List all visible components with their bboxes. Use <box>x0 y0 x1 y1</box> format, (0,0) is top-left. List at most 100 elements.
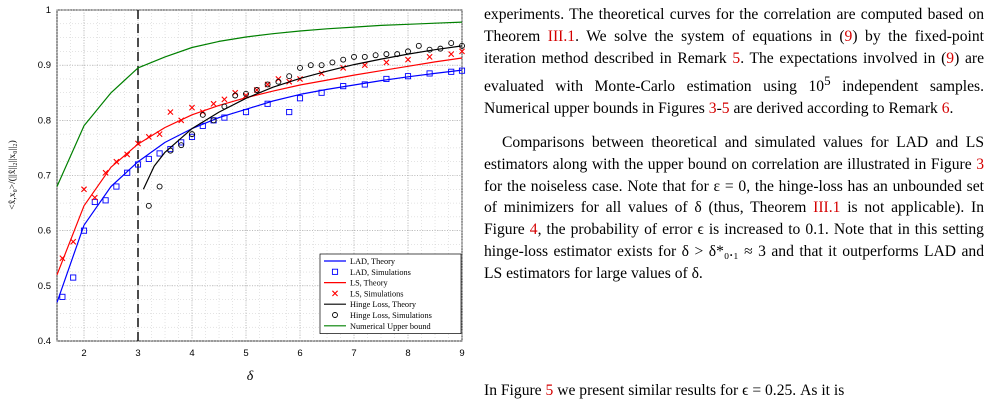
data-point <box>426 70 433 77</box>
data-point <box>145 133 152 140</box>
data-point <box>189 104 195 111</box>
data-point <box>372 52 379 59</box>
data-point <box>448 51 455 58</box>
x-tick-label: 3 <box>135 348 140 359</box>
data-point <box>351 53 357 60</box>
data-point <box>70 238 77 245</box>
legend: LAD, Theory LAD, Simulations LS, TheoryLS,… <box>319 253 462 334</box>
data-point <box>178 117 185 124</box>
series-line <box>56 21 463 187</box>
data-point <box>437 45 444 52</box>
ref-equation[interactable]: 9 <box>946 49 955 67</box>
y-tick-label: 0.5 <box>38 281 51 292</box>
data-point <box>178 139 185 146</box>
y-tick-label: 0.6 <box>38 226 51 237</box>
data-point <box>459 42 465 49</box>
x-tick-label: 7 <box>351 348 356 359</box>
data-point <box>383 75 390 83</box>
y-tick-label: 0.9 <box>38 60 51 71</box>
legend-swatch <box>332 312 338 318</box>
legend-swatch <box>331 268 339 275</box>
data-point <box>59 255 66 262</box>
y-axis-label-text: <x̂,x₀>/(||x̂||₂||x₀||₂) <box>7 140 18 210</box>
series-group <box>56 21 466 303</box>
paragraph-2: Comparisons between theoretical and simu… <box>484 133 984 283</box>
ref-figure[interactable]: 5 <box>721 99 730 117</box>
legend-box <box>319 253 462 334</box>
legend-swatch <box>332 290 338 297</box>
data-point <box>156 183 163 190</box>
data-point <box>405 56 411 63</box>
data-point <box>426 46 433 53</box>
ref-figure[interactable]: 4 <box>529 221 538 239</box>
legend-label: LS, Theory <box>350 279 388 288</box>
x-axis-label: δ <box>247 369 254 384</box>
data-point <box>221 96 228 103</box>
data-point <box>448 40 455 47</box>
data-point <box>124 169 131 176</box>
legend-label: Hinge Loss, Theory <box>350 300 417 309</box>
ref-figure[interactable]: 5 <box>545 382 554 399</box>
data-point <box>59 293 66 300</box>
legend-label: Numerical Upper bound <box>350 322 431 331</box>
data-point <box>178 142 185 149</box>
x-tick-label: 4 <box>189 348 194 359</box>
data-point <box>102 197 109 204</box>
data-point <box>221 114 228 121</box>
legend-label: LAD, Simulations <box>350 268 411 277</box>
data-point <box>156 150 163 157</box>
data-point <box>383 59 390 66</box>
data-point <box>210 117 217 124</box>
grid <box>56 9 463 342</box>
data-point <box>264 100 271 107</box>
data-point <box>135 140 141 147</box>
legend-label: LS, Simulations <box>350 289 403 298</box>
x-tick-label: 9 <box>459 348 464 359</box>
data-point <box>286 73 293 80</box>
data-point <box>394 51 401 58</box>
data-point <box>167 147 174 154</box>
data-point <box>275 78 282 85</box>
series-line <box>56 57 463 276</box>
data-point <box>340 64 347 71</box>
data-point <box>145 202 152 209</box>
x-tick-label: 5 <box>243 348 248 359</box>
ref-theorem[interactable]: III.1 <box>547 27 576 45</box>
data-point <box>167 145 174 153</box>
data-point <box>329 59 336 66</box>
data-point <box>307 62 314 69</box>
data-point <box>361 62 368 69</box>
data-point <box>383 51 390 58</box>
data-point <box>404 73 412 80</box>
ref-figure[interactable]: 3 <box>976 155 984 173</box>
data-point <box>426 53 433 60</box>
data-point <box>199 111 206 118</box>
ref-theorem[interactable]: III.1 <box>813 199 841 217</box>
ref-figure[interactable]: 3 <box>708 99 717 117</box>
ref-remark[interactable]: 6 <box>941 99 950 117</box>
data-point <box>297 64 303 71</box>
y-tick-label: 0.7 <box>38 171 51 182</box>
data-point <box>264 81 271 88</box>
data-point <box>286 109 293 116</box>
ref-remark[interactable]: 5 <box>732 49 741 67</box>
x-tick-label: 2 <box>81 348 86 359</box>
data-point <box>124 151 131 158</box>
data-point <box>81 186 87 193</box>
data-point <box>361 53 368 60</box>
data-point <box>340 56 347 63</box>
data-point <box>156 131 163 138</box>
y-tick-label: 0.4 <box>38 336 51 347</box>
data-point <box>70 274 77 281</box>
data-point <box>188 133 196 140</box>
correlation-figure: 2 3 4 5 6 7 8 90.40.50.60.70.80.91 LAD, TheoryL… <box>7 5 466 384</box>
y-tick-label: 0.8 <box>38 115 51 126</box>
paragraph-3: In Figure 5 we present similar results f… <box>484 382 845 399</box>
ref-equation[interactable]: 9 <box>844 27 853 45</box>
legend-label: Hinge Loss, Simulations <box>350 311 432 320</box>
data-point <box>242 109 250 116</box>
axis-ticks: 2 3 4 5 6 7 8 9 0.4 0.5 0.6 0.7 0.8 0.9 1 <box>38 5 465 359</box>
data-point <box>80 227 88 234</box>
data-point <box>459 48 465 55</box>
data-point <box>405 48 411 55</box>
